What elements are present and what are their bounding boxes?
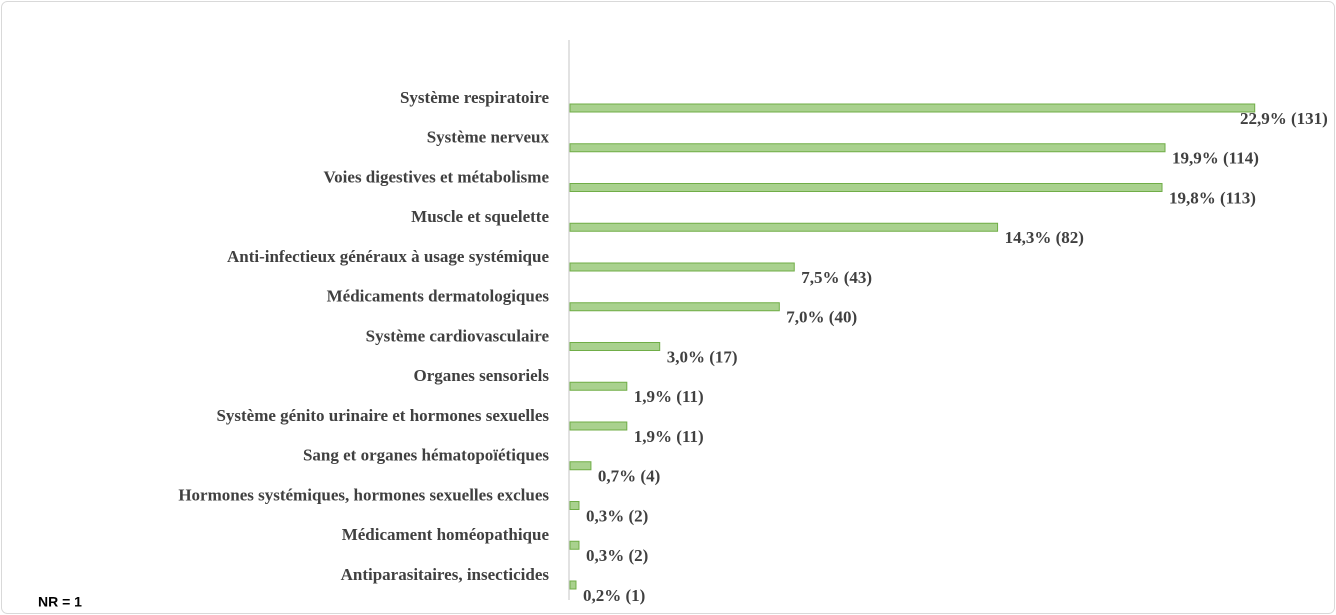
- category-label: Anti-infectieux généraux à usage systémi…: [227, 247, 549, 266]
- bar: [569, 461, 592, 471]
- category-label: Antiparasitaires, insecticides: [341, 565, 550, 584]
- value-label: 0,2% (1): [583, 586, 645, 605]
- bar: [569, 302, 780, 312]
- bar: [569, 262, 795, 272]
- bar: [569, 381, 628, 391]
- category-label: Médicament homéopathique: [342, 525, 550, 544]
- category-label: Système cardiovasculaire: [366, 326, 550, 345]
- category-label: Hormones systémiques, hormones sexuelles…: [178, 485, 549, 504]
- category-label: Médicaments dermatologiques: [327, 287, 550, 306]
- bar: [569, 540, 580, 550]
- bar: [569, 342, 661, 351]
- category-label: Voies digestives et métabolisme: [323, 167, 549, 186]
- category-label: Sang et organes hématopoïétiques: [303, 446, 549, 465]
- bar: [569, 501, 580, 510]
- value-label: 0,3% (2): [586, 506, 648, 525]
- bar: [569, 580, 577, 590]
- value-label: 7,0% (40): [786, 308, 857, 327]
- category-label: Système génito urinaire et hormones sexu…: [216, 406, 549, 425]
- category-label: Muscle et squelette: [411, 207, 549, 226]
- category-label: Système respiratoire: [400, 88, 549, 107]
- value-label: 0,7% (4): [598, 467, 660, 486]
- value-label: 3,0% (17): [667, 347, 738, 366]
- bar: [569, 222, 999, 232]
- bar: [569, 421, 628, 431]
- value-label: 1,9% (11): [634, 427, 704, 446]
- category-label: Système nerveux: [427, 128, 550, 147]
- category-label: Organes sensoriels: [413, 366, 549, 385]
- value-label: 14,3% (82): [1005, 228, 1084, 247]
- value-label: 0,3% (2): [586, 546, 648, 565]
- bar: [569, 183, 1163, 192]
- value-label: 19,9% (114): [1172, 149, 1259, 168]
- bar: [569, 143, 1166, 153]
- value-label: 19,8% (113): [1169, 188, 1256, 207]
- annotation: NR = 1: [38, 594, 82, 610]
- bar: [569, 103, 1256, 113]
- value-label: 22,9% (131): [1240, 109, 1328, 128]
- value-label: 1,9% (11): [634, 387, 704, 406]
- value-label: 7,5% (43): [801, 268, 872, 287]
